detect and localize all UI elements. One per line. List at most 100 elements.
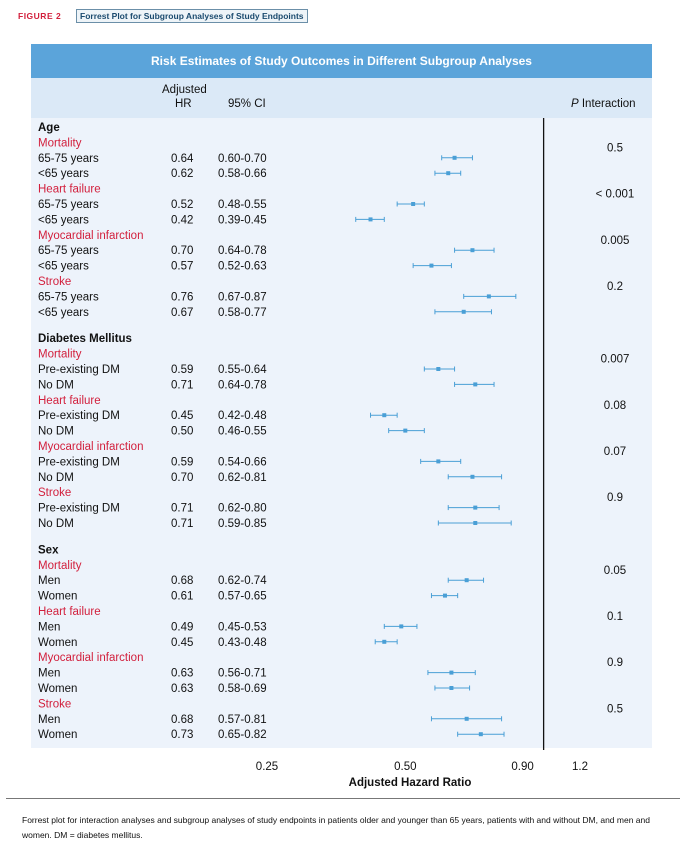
subgroup-label: Women — [38, 729, 77, 741]
p-interaction-value: 0.007 — [601, 354, 630, 366]
p-interaction-value: 0.005 — [601, 235, 630, 247]
hr-point — [486, 294, 491, 299]
subgroup-label: Women — [38, 637, 77, 649]
outcome-label: Myocardial infarction — [38, 230, 143, 242]
hr-value: 0.70 — [171, 472, 193, 484]
ci-value: 0.42-0.48 — [218, 410, 267, 422]
hr-point — [470, 474, 475, 479]
subgroup-label: Pre-existing DM — [38, 456, 120, 468]
subgroup-label: Men — [38, 621, 60, 633]
hr-value: 0.62 — [171, 168, 193, 180]
p-interaction-value: 0.05 — [604, 565, 626, 577]
hr-value: 0.45 — [171, 410, 193, 422]
ci-value: 0.39-0.45 — [218, 214, 267, 226]
ci-value: 0.62-0.80 — [218, 503, 267, 515]
subgroup-label: <65 years — [38, 261, 89, 273]
column-header-band — [31, 78, 652, 118]
hr-point — [382, 639, 387, 644]
subgroup-label: <65 years — [38, 168, 89, 180]
hr-value: 0.70 — [171, 245, 193, 257]
ci-value: 0.60-0.70 — [218, 153, 267, 165]
group-heading: Sex — [38, 544, 59, 556]
figure-header: FIGURE 2 Forrest Plot for Subgroup Analy… — [6, 6, 680, 28]
hr-value: 0.71 — [171, 379, 193, 391]
hr-point — [446, 171, 451, 176]
ci-value: 0.46-0.55 — [218, 426, 267, 438]
subgroup-label: <65 years — [38, 214, 89, 226]
hr-value: 0.52 — [171, 199, 193, 211]
p-interaction-value: 0.5 — [607, 142, 623, 154]
p-italic: P — [571, 98, 579, 110]
p-header-rest: Interaction — [578, 98, 636, 110]
hr-value: 0.59 — [171, 364, 193, 376]
p-interaction-value: 0.9 — [607, 657, 623, 669]
ci-value: 0.64-0.78 — [218, 379, 267, 391]
subgroup-label: <65 years — [38, 307, 89, 319]
ci-value: 0.67-0.87 — [218, 291, 267, 303]
subgroup-label: No DM — [38, 426, 74, 438]
subgroup-label: Men — [38, 668, 60, 680]
ci-value: 0.58-0.77 — [218, 307, 267, 319]
subgroup-label: 65-75 years — [38, 199, 99, 211]
ci-value: 0.55-0.64 — [218, 364, 267, 376]
p-interaction-value: 0.1 — [607, 611, 623, 623]
p-interaction-header: P Interaction — [571, 98, 636, 110]
table-banner: Risk Estimates of Study Outcomes in Diff… — [31, 44, 652, 78]
subgroup-label: Pre-existing DM — [38, 503, 120, 515]
hr-point — [464, 578, 469, 583]
hr-point — [452, 155, 457, 160]
hr-point — [464, 716, 469, 721]
x-axis-label: Adjusted Hazard Ratio — [349, 777, 472, 789]
hr-value: 0.63 — [171, 683, 193, 695]
subgroup-label: No DM — [38, 518, 74, 530]
hr-point — [436, 367, 441, 371]
hr-point — [470, 248, 475, 253]
outcome-label: Stroke — [38, 276, 71, 288]
hr-point — [461, 309, 466, 314]
ci-value: 0.48-0.55 — [218, 199, 267, 211]
group-heading: Diabetes Mellitus — [38, 333, 132, 345]
ci-value: 0.56-0.71 — [218, 668, 267, 680]
outcome-label: Heart failure — [38, 395, 101, 407]
hr-header-line2: HR — [175, 98, 192, 110]
hr-value: 0.49 — [171, 621, 193, 633]
subgroup-label: 65-75 years — [38, 245, 99, 257]
hr-point — [473, 505, 478, 510]
hr-point — [382, 413, 387, 418]
ci-value: 0.62-0.74 — [218, 575, 267, 587]
hr-point — [429, 263, 434, 268]
subgroup-label: Pre-existing DM — [38, 364, 120, 376]
ci-value: 0.59-0.85 — [218, 518, 267, 530]
outcome-label: Stroke — [38, 698, 71, 710]
hr-value: 0.68 — [171, 714, 193, 726]
subgroup-label: Women — [38, 591, 77, 603]
hr-value: 0.59 — [171, 456, 193, 468]
outcome-label: Myocardial infarction — [38, 441, 143, 453]
hr-point — [411, 202, 416, 206]
hr-point — [478, 732, 483, 737]
ci-value: 0.64-0.78 — [218, 245, 267, 257]
hr-value: 0.42 — [171, 214, 193, 226]
subgroup-label: No DM — [38, 472, 74, 484]
hr-value: 0.45 — [171, 637, 193, 649]
p-interaction-value: 0.07 — [604, 446, 626, 458]
ci-value: 0.45-0.53 — [218, 621, 267, 633]
p-interaction-value: < 0.001 — [596, 189, 635, 201]
ci-value: 0.57-0.81 — [218, 714, 267, 726]
hr-value: 0.50 — [171, 426, 193, 438]
subgroup-label: Pre-existing DM — [38, 410, 120, 422]
figure-label: FIGURE 2 — [18, 11, 62, 21]
ci-value: 0.62-0.81 — [218, 472, 267, 484]
x-tick-label: 0.50 — [394, 761, 416, 773]
hr-point — [399, 624, 404, 629]
subgroup-label: Men — [38, 714, 60, 726]
outcome-label: Myocardial infarction — [38, 652, 143, 664]
subgroup-label: 65-75 years — [38, 153, 99, 165]
hr-point — [403, 428, 408, 433]
subgroup-label: 65-75 years — [38, 291, 99, 303]
subgroup-label: Women — [38, 683, 77, 695]
x-tick-label: 0.90 — [511, 761, 533, 773]
ci-header: 95% CI — [228, 98, 266, 110]
hr-value: 0.57 — [171, 261, 193, 273]
